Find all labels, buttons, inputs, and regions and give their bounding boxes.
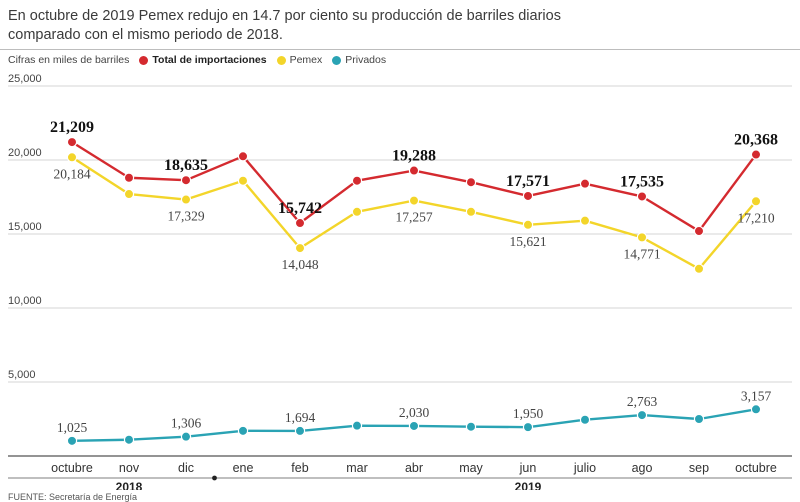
total-data-point [237, 151, 249, 162]
line-chart: 5,000 10,000 15,000 20,000 25,000 octubre nov d… [8, 73, 792, 490]
total-data-point [522, 190, 534, 202]
total-data-label: 20,368 [734, 132, 778, 149]
year-divider-dot [212, 475, 217, 481]
pemex-data-point [66, 152, 78, 163]
privados-data-label: 1,694 [285, 410, 316, 425]
x-tick-label: dic [178, 461, 194, 475]
total-data-point [579, 178, 591, 189]
privados-data-point [180, 431, 192, 442]
privados-data-label: 1,950 [513, 406, 544, 421]
total-data-label: 17,571 [506, 173, 550, 190]
header-divider [0, 49, 800, 50]
year-label: 2018 [116, 480, 143, 490]
total-data-label: 15,742 [278, 200, 322, 217]
pemex-data-point [579, 215, 591, 226]
legend-label-pemex: Pemex [289, 54, 323, 66]
y-tick-label: 25,000 [8, 73, 42, 85]
x-tick-label: octubre [735, 461, 777, 475]
source-note: FUENTE: Secretaría de Energía [8, 492, 138, 502]
pemex-data-label: 17,210 [737, 210, 774, 225]
total-data-point [294, 217, 306, 229]
privados-data-point [636, 409, 648, 421]
legend-dot-total-icon [139, 55, 149, 65]
total-data-label: 17,535 [620, 173, 664, 190]
x-tick-label: ago [632, 461, 653, 475]
pemex-data-label: 17,329 [167, 209, 204, 224]
total-data-point [351, 175, 363, 186]
chart-legend: Cifras en miles de barriles Total de imp… [8, 54, 386, 66]
x-tick-label: abr [405, 461, 423, 475]
total-data-point [123, 172, 135, 183]
privados-data-point [465, 421, 477, 432]
x-tick-label: ene [233, 461, 254, 475]
privados-data-label: 2,030 [399, 405, 430, 420]
pemex-data-point [636, 232, 648, 243]
x-tick-label: nov [119, 461, 140, 475]
chart-subtitle: En octubre de 2019 Pemex redujo en 14.7 … [8, 8, 561, 43]
x-tick-label: mar [346, 461, 368, 475]
legend-dot-pemex-icon [276, 55, 286, 65]
pemex-data-label: 15,621 [509, 234, 546, 249]
legend-item-privados: Privados [332, 54, 386, 66]
privados-data-point [408, 420, 420, 432]
pemex-data-point [123, 188, 135, 200]
y-tick-label: 20,000 [8, 147, 42, 159]
total-data-point [465, 176, 477, 188]
pemex-data-label: 20,184 [53, 166, 90, 181]
x-tick-label: octubre [51, 461, 93, 475]
pemex-data-point [522, 219, 534, 231]
privados-data-label: 3,157 [741, 388, 772, 403]
legend-item-total: Total de importaciones [139, 54, 267, 66]
privados-data-point [693, 413, 705, 425]
total-data-point [636, 191, 648, 202]
total-data-label: 21,209 [50, 119, 94, 136]
pemex-data-point [465, 206, 477, 217]
pemex-data-point [408, 195, 420, 206]
legend-item-pemex: Pemex [276, 54, 323, 66]
y-tick-label: 10,000 [8, 295, 42, 307]
pemex-data-point [351, 206, 363, 217]
y-tick-label: 5,000 [8, 369, 36, 381]
pemex-data-label: 14,771 [623, 246, 660, 261]
privados-data-point [750, 404, 762, 415]
x-tick-label: sep [689, 461, 709, 475]
x-tick-label: julio [573, 461, 596, 475]
legend-units: Cifras en miles de barriles [8, 54, 130, 66]
pemex-data-point [693, 263, 705, 274]
privados-data-point [579, 414, 591, 425]
privados-data-point [294, 425, 306, 437]
year-label: 2019 [515, 480, 542, 490]
total-data-point [66, 136, 78, 148]
total-data-point [408, 165, 420, 176]
total-data-point [693, 225, 705, 237]
privados-data-point [123, 434, 135, 445]
total-data-label: 19,288 [392, 148, 436, 165]
total-data-label: 18,635 [164, 157, 208, 174]
legend-label-privados: Privados [345, 54, 387, 66]
legend-dot-privados-icon [332, 55, 342, 65]
x-tick-label: may [459, 461, 483, 475]
privados-data-label: 2,763 [627, 394, 658, 409]
privados-data-point [351, 420, 363, 431]
pemex-data-label: 17,257 [395, 210, 432, 225]
total-data-point [750, 149, 762, 160]
privados-data-point [237, 425, 249, 437]
pemex-data-label: 14,048 [281, 257, 318, 272]
privados-data-label: 1,025 [57, 420, 88, 435]
pemex-data-point [237, 175, 249, 186]
x-tick-label: jun [519, 461, 537, 475]
privados-data-label: 1,306 [171, 416, 202, 431]
x-tick-label: feb [291, 461, 308, 475]
pemex-data-point [294, 242, 306, 254]
total-data-point [180, 175, 192, 186]
privados-data-point [66, 435, 78, 447]
privados-data-point [522, 421, 534, 433]
pemex-data-point [180, 194, 192, 205]
pemex-data-point [750, 196, 762, 207]
legend-label-total: Total de importaciones [152, 54, 267, 66]
y-tick-label: 15,000 [8, 221, 42, 233]
